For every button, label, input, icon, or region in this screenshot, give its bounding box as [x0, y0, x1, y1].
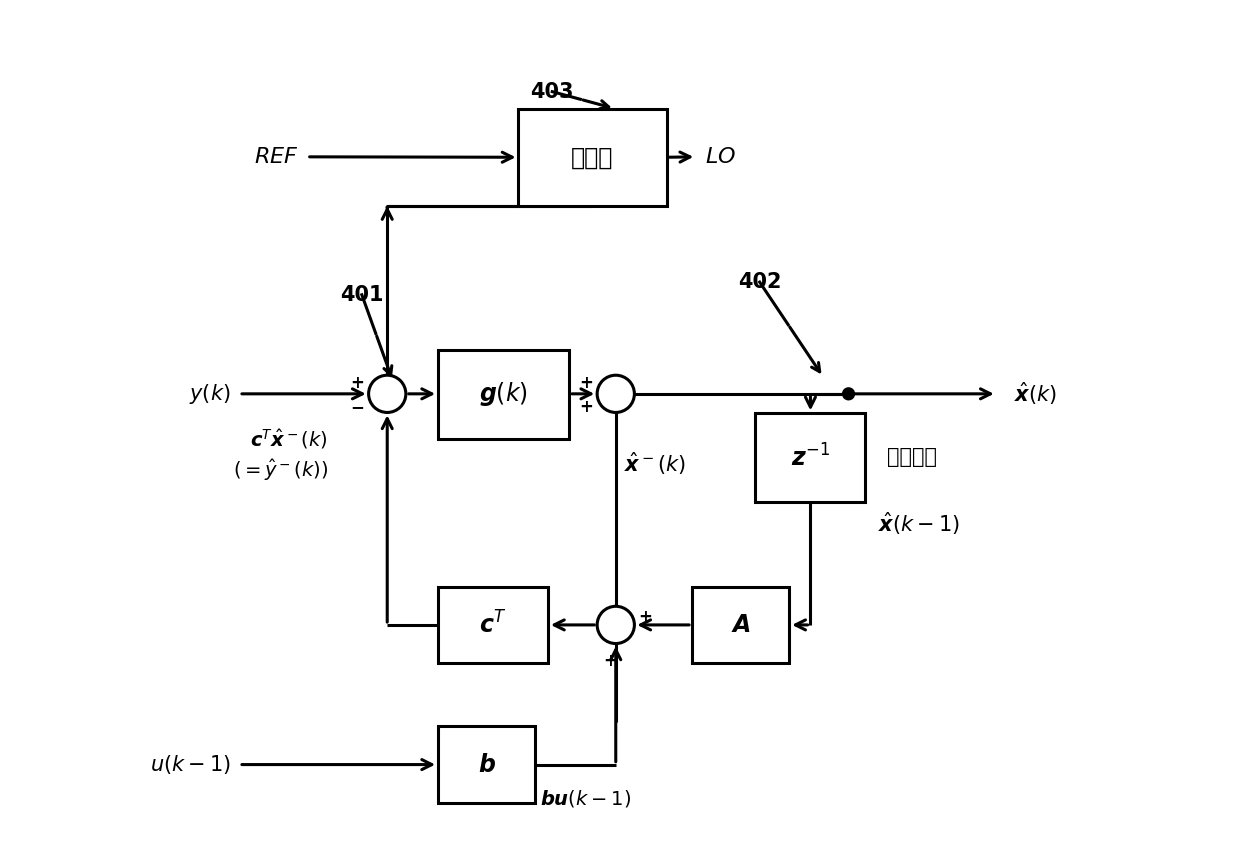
Bar [755, 413, 866, 502]
Bar [692, 587, 790, 663]
Text: +: + [351, 374, 365, 392]
Text: $LO$: $LO$ [704, 146, 735, 168]
Text: 402: 402 [738, 272, 781, 292]
Text: $\boldsymbol{c}^T$: $\boldsymbol{c}^T$ [480, 612, 507, 638]
Text: 403: 403 [531, 82, 574, 101]
Text: $\boldsymbol{b}$: $\boldsymbol{b}$ [477, 752, 496, 776]
Bar [518, 108, 667, 206]
Text: +: + [579, 374, 593, 392]
Text: +: + [603, 652, 618, 670]
Text: 401: 401 [340, 285, 383, 305]
Text: $\boldsymbol{z}^{-1}$: $\boldsymbol{z}^{-1}$ [791, 444, 830, 471]
Text: −: − [351, 398, 365, 416]
Text: $\hat{\boldsymbol{x}}^-(k)$: $\hat{\boldsymbol{x}}^-(k)$ [624, 451, 686, 477]
Text: $(=\hat{y}^-(k))$: $(=\hat{y}^-(k))$ [233, 457, 327, 483]
Text: $\boldsymbol{g}(k)$: $\boldsymbol{g}(k)$ [479, 380, 528, 408]
Text: $\hat{\boldsymbol{x}}(k-1)$: $\hat{\boldsymbol{x}}(k-1)$ [878, 510, 960, 537]
Text: $\boldsymbol{c}^T\hat{\boldsymbol{x}}^-(k)$: $\boldsymbol{c}^T\hat{\boldsymbol{x}}^-(… [250, 427, 327, 451]
Bar [438, 727, 536, 803]
Text: $\boldsymbol{bu}(k-1)$: $\boldsymbol{bu}(k-1)$ [539, 788, 631, 809]
Text: $y(k)$: $y(k)$ [190, 382, 231, 406]
Text: $\hat{\boldsymbol{x}}(k)$: $\hat{\boldsymbol{x}}(k)$ [1013, 381, 1056, 407]
Bar [438, 587, 548, 663]
Text: $u(k-1)$: $u(k-1)$ [150, 753, 231, 776]
Text: $\boldsymbol{A}$: $\boldsymbol{A}$ [730, 613, 750, 637]
Text: 延迟电路: 延迟电路 [887, 447, 936, 467]
Text: $REF$: $REF$ [254, 146, 299, 168]
Text: +: + [639, 608, 652, 626]
Circle shape [843, 388, 854, 400]
Text: +: + [579, 398, 593, 416]
Bar [438, 350, 569, 439]
Text: 比较器: 比较器 [572, 145, 614, 170]
